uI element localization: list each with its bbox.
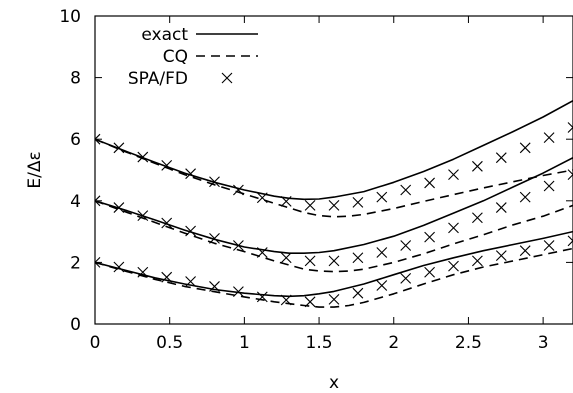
data-point-cross: [161, 159, 173, 171]
series-layer: [95, 99, 573, 308]
cq-line-5: [95, 247, 573, 308]
x-tick-label: 3: [538, 333, 549, 353]
x-tick-label: 0: [90, 333, 101, 353]
x-tick-label: 1.5: [306, 333, 333, 353]
y-tick-label: 10: [59, 7, 81, 27]
data-point-cross: [495, 250, 507, 262]
data-point-cross: [352, 252, 364, 264]
data-point-cross: [519, 191, 531, 203]
x-tick-label: 1: [239, 333, 250, 353]
data-point-cross: [495, 202, 507, 213]
data-point-cross: [567, 235, 573, 247]
plot-frame: [94, 15, 573, 325]
exact-line-2: [95, 230, 573, 298]
data-point-cross: [95, 133, 101, 145]
data-point-cross: [185, 168, 196, 180]
data-point-cross: [280, 252, 292, 264]
y-tick-label: 8: [70, 69, 81, 89]
data-point-cross: [161, 217, 173, 229]
data-point-cross: [400, 273, 412, 284]
data-point-cross: [209, 176, 220, 188]
x-axis-label: x: [329, 373, 339, 393]
data-point-cross: [185, 225, 196, 237]
data-point-cross: [137, 151, 149, 163]
data-point-cross: [472, 255, 483, 267]
y-tick-label: 2: [70, 253, 81, 273]
data-point-cross: [328, 255, 340, 267]
data-point-cross: [95, 195, 101, 207]
data-point-cross: [256, 291, 268, 303]
data-point-cross: [424, 231, 435, 243]
data-point-cross: [424, 177, 435, 189]
data-point-cross: [304, 255, 316, 267]
data-point-cross: [567, 169, 573, 181]
data-point-cross: [233, 240, 244, 251]
x-tick-label: 0.5: [156, 333, 183, 353]
data-point-cross: [519, 245, 531, 257]
y-axis-label: E/Δε: [25, 151, 45, 188]
data-point-cross: [304, 296, 316, 308]
exact-line-1: [95, 156, 573, 254]
legend-label: SPA/FD: [128, 69, 188, 89]
data-point-cross: [113, 202, 125, 213]
data-point-cross: [448, 169, 459, 181]
data-point-cross: [400, 240, 412, 251]
data-point-cross: [233, 286, 244, 298]
data-point-cross: [495, 152, 507, 164]
data-point-cross: [376, 191, 388, 203]
legend-label: exact: [141, 25, 188, 45]
data-point-cross: [543, 180, 555, 192]
legend-marker-cross: [221, 72, 233, 84]
ticks-layer: 0 0.5 1 1.5 2 2.5 3 0 2 4 6 8 10: [59, 7, 573, 353]
spa-fd-series-6: [95, 122, 573, 211]
data-point-cross: [352, 287, 364, 299]
data-point-cross: [328, 293, 340, 305]
data-point-cross: [280, 294, 292, 306]
data-point-cross: [209, 281, 220, 292]
spa-fd-series-8: [95, 235, 573, 308]
data-point-cross: [472, 160, 483, 172]
data-point-cross: [185, 276, 196, 287]
y-tick-label: 6: [70, 130, 81, 150]
data-point-cross: [376, 280, 388, 291]
data-point-cross: [448, 260, 459, 272]
data-point-cross: [137, 266, 149, 278]
data-point-cross: [209, 232, 220, 244]
exact-line-0: [95, 99, 573, 201]
data-point-cross: [256, 192, 268, 204]
data-point-cross: [233, 184, 244, 196]
data-point-cross: [328, 200, 340, 211]
x-tick-label: 2: [388, 333, 399, 353]
y-tick-label: 4: [70, 192, 81, 212]
data-point-cross: [424, 266, 435, 278]
data-point-cross: [543, 240, 555, 251]
data-point-cross: [161, 271, 173, 283]
data-point-cross: [95, 257, 101, 268]
data-point-cross: [519, 142, 531, 154]
data-point-cross: [400, 184, 412, 196]
data-point-cross: [352, 196, 364, 208]
cq-line-4: [95, 200, 573, 273]
data-point-cross: [304, 200, 316, 211]
data-point-cross: [472, 212, 483, 224]
data-point-cross: [256, 247, 268, 258]
data-point-cross: [113, 261, 125, 273]
spa-fd-series-7: [95, 169, 573, 267]
x-tick-label: 2.5: [455, 333, 482, 353]
legend-label: CQ: [163, 47, 188, 67]
y-tick-label: 0: [70, 315, 81, 335]
data-point-cross: [543, 132, 555, 144]
data-point-cross: [113, 142, 125, 154]
data-point-cross: [448, 222, 459, 234]
data-point-cross: [567, 122, 573, 133]
data-point-cross: [376, 247, 388, 258]
cq-line-3: [95, 138, 573, 218]
data-point-cross: [280, 196, 292, 207]
data-point-cross: [137, 210, 149, 221]
